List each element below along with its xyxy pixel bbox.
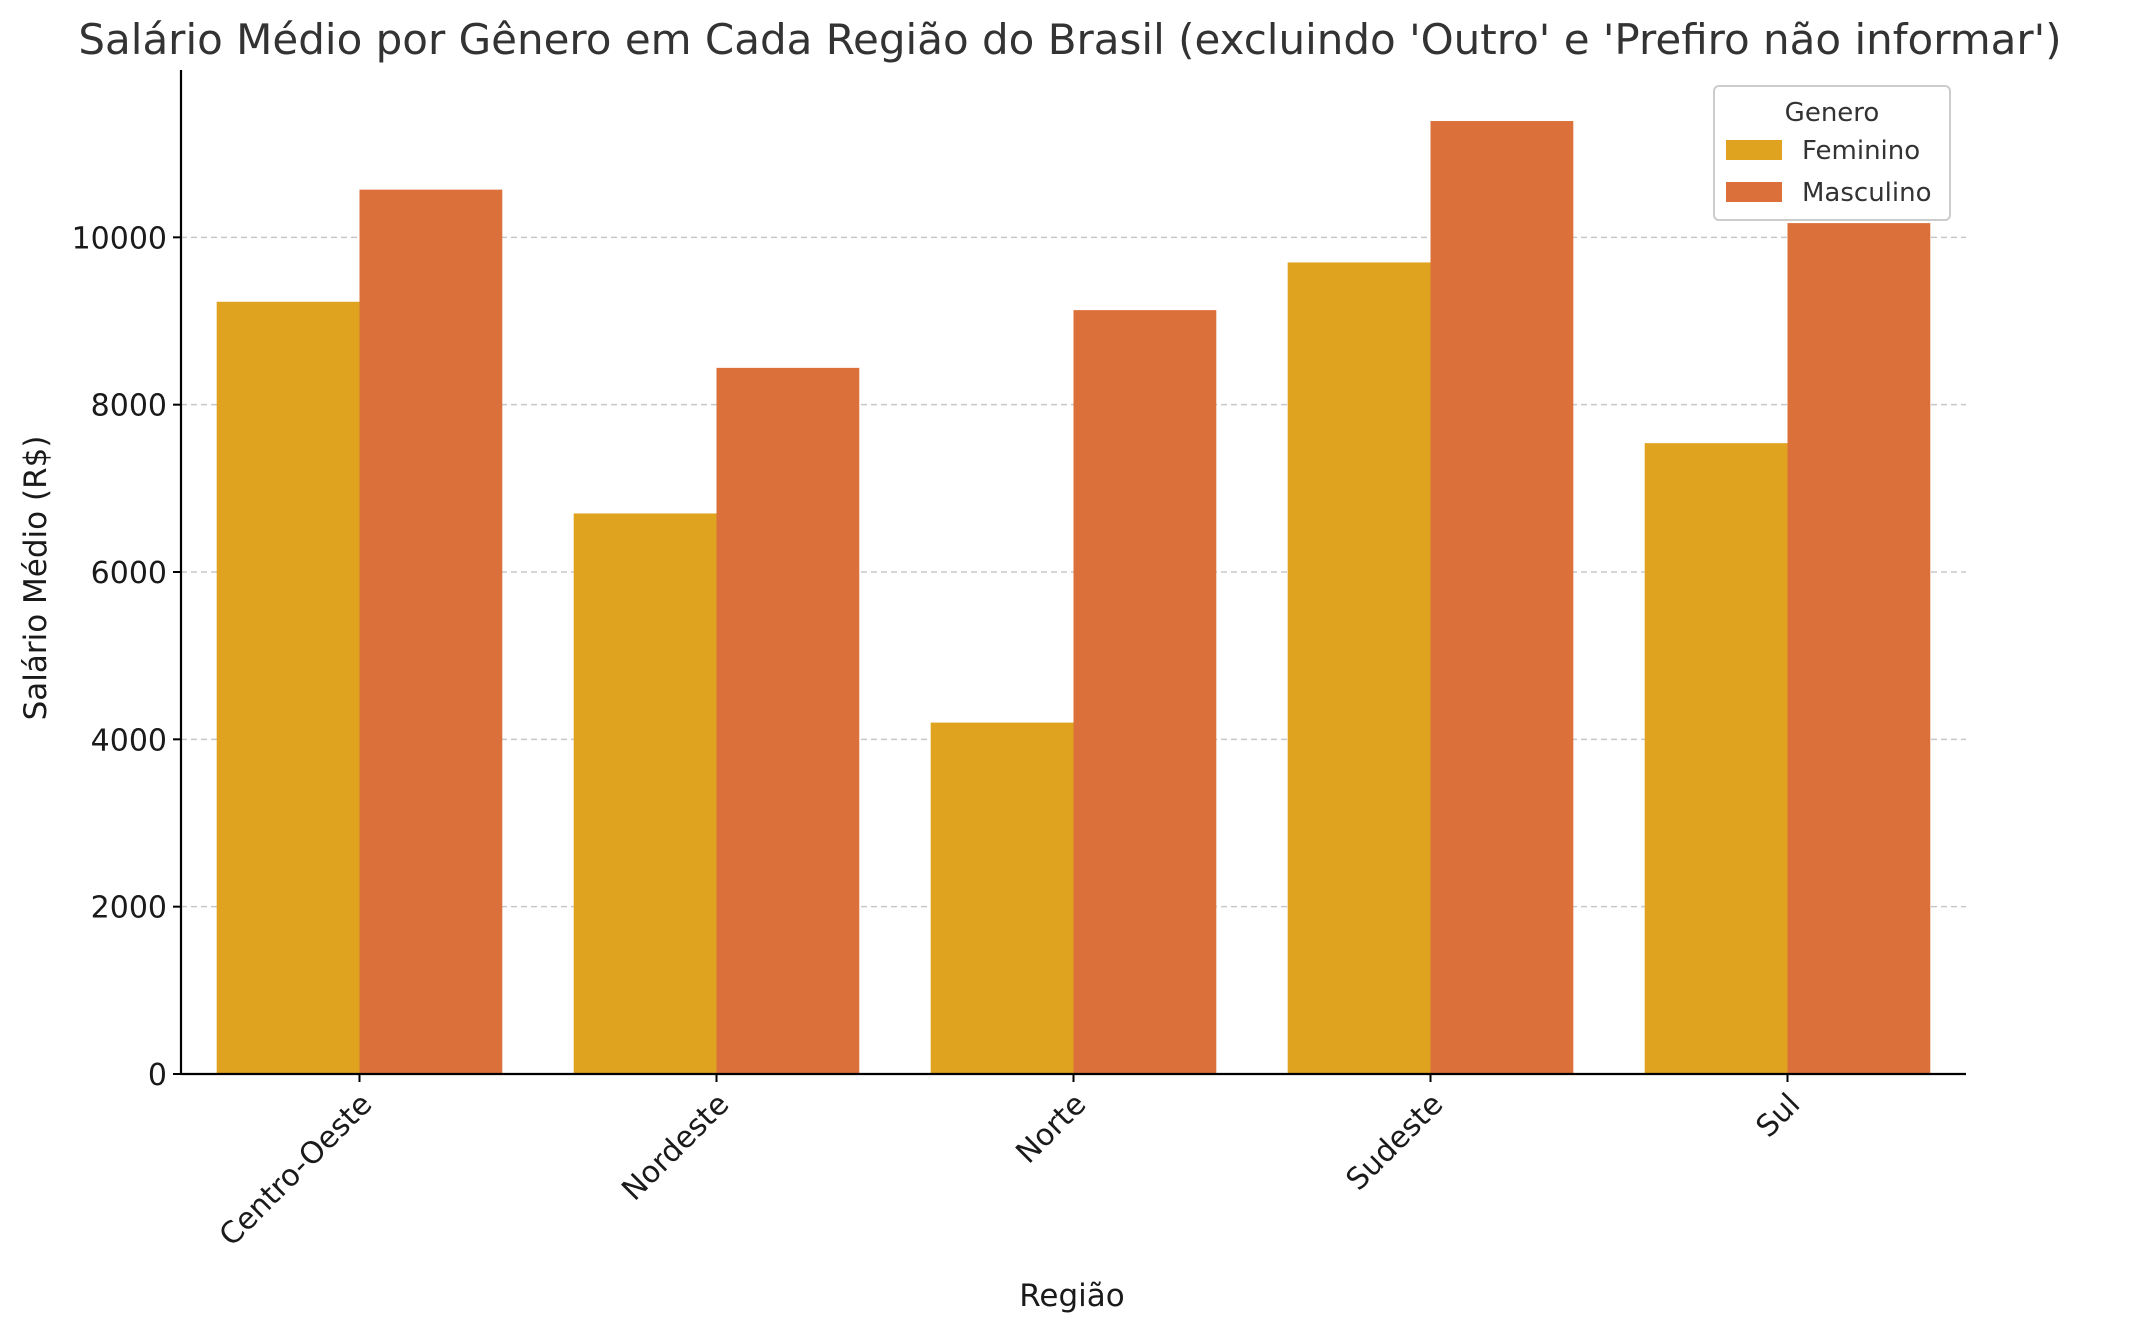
x-tick-label: Sul xyxy=(1750,1087,1808,1145)
bar-masculino-sul xyxy=(1787,223,1931,1075)
bar-masculino-centro-oeste xyxy=(359,189,503,1075)
legend-title: Genero xyxy=(1785,98,1880,128)
legend: Genero Feminino Masculino xyxy=(1713,85,1951,221)
bar-masculino-sudeste xyxy=(1430,121,1574,1074)
y-ticks: 0 2000 4000 6000 8000 10000 xyxy=(72,221,181,1093)
bar-feminino-sul xyxy=(1644,443,1788,1074)
y-tick-label: 8000 xyxy=(91,389,167,424)
legend-swatch-feminino xyxy=(1726,140,1782,160)
x-ticks: Centro-Oeste Nordeste Norte Sudeste Sul xyxy=(213,1074,1807,1253)
bar-feminino-sudeste xyxy=(1287,262,1431,1074)
bars xyxy=(216,121,1931,1075)
bar-feminino-nordeste xyxy=(573,513,717,1074)
legend-label-feminino: Feminino xyxy=(1802,136,1920,166)
bar-masculino-norte xyxy=(1073,310,1217,1075)
bar-feminino-norte xyxy=(930,722,1074,1074)
x-tick-label: Centro-Oeste xyxy=(213,1087,379,1253)
y-axis-label: Salário Médio (R$) xyxy=(18,436,54,721)
x-tick-label: Nordeste xyxy=(615,1087,736,1208)
y-tick-label: 6000 xyxy=(91,556,167,591)
x-tick-label: Norte xyxy=(1009,1087,1093,1171)
y-tick-label: 2000 xyxy=(91,891,167,926)
bar-masculino-nordeste xyxy=(716,367,860,1074)
legend-swatch-masculino xyxy=(1726,182,1782,202)
y-tick-label: 10000 xyxy=(72,221,167,256)
legend-label-masculino: Masculino xyxy=(1802,178,1932,208)
x-axis-label: Região xyxy=(1019,1278,1124,1314)
y-tick-label: 0 xyxy=(148,1058,167,1093)
y-tick-label: 4000 xyxy=(91,723,167,758)
x-tick-label: Sudeste xyxy=(1340,1087,1451,1198)
bar-feminino-centro-oeste xyxy=(216,301,360,1074)
chart-title: Salário Médio por Gênero em Cada Região … xyxy=(78,15,2061,64)
